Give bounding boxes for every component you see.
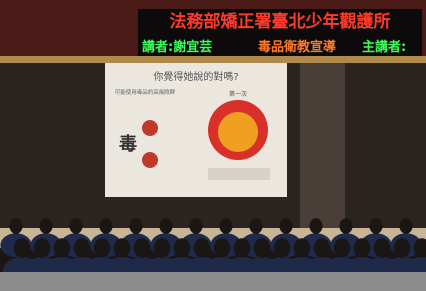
slide-right-heading: 第一次 bbox=[229, 90, 247, 98]
head bbox=[74, 238, 91, 258]
head bbox=[34, 238, 51, 258]
slide-core bbox=[218, 112, 258, 152]
head bbox=[399, 218, 412, 234]
head bbox=[274, 238, 291, 258]
slide-circle bbox=[142, 152, 158, 168]
head bbox=[334, 238, 351, 258]
head bbox=[159, 218, 172, 234]
head bbox=[194, 238, 211, 258]
sign-title: 法務部矯正署臺北少年觀護所 bbox=[170, 11, 391, 32]
head bbox=[154, 238, 171, 258]
head bbox=[94, 238, 111, 258]
head bbox=[14, 238, 31, 258]
head bbox=[279, 218, 292, 234]
head bbox=[54, 238, 71, 258]
head bbox=[189, 218, 202, 234]
slide-center-char: 毒 bbox=[119, 133, 137, 155]
slide-left-heading: 可能使用毒品的高風險群 bbox=[115, 88, 176, 96]
head bbox=[134, 238, 151, 258]
head bbox=[214, 238, 231, 258]
sign-host: 主講者: bbox=[362, 39, 406, 55]
slide-circle bbox=[142, 120, 158, 136]
head bbox=[99, 218, 112, 234]
valance bbox=[0, 56, 426, 63]
head bbox=[39, 218, 52, 234]
head bbox=[314, 238, 331, 258]
head bbox=[174, 238, 191, 258]
head bbox=[219, 218, 232, 234]
head bbox=[234, 238, 251, 258]
head bbox=[339, 218, 352, 234]
slide-title: 你覺得她說的對嗎? bbox=[153, 70, 238, 83]
head bbox=[9, 218, 22, 234]
head bbox=[374, 238, 391, 258]
head bbox=[69, 218, 82, 234]
head bbox=[249, 218, 262, 234]
page: 法務部矯正署臺北少年觀護所 講者:謝宜芸 毒品衛教宣導 主講者: 你覺得她說的對… bbox=[0, 0, 426, 291]
chair-row bbox=[0, 272, 426, 291]
slide-note bbox=[208, 168, 270, 180]
sign-topic: 毒品衛教宣導 bbox=[258, 39, 336, 55]
sign-speaker: 講者:謝宜芸 bbox=[142, 39, 212, 55]
head bbox=[114, 238, 131, 258]
head bbox=[254, 238, 271, 258]
photo: 法務部矯正署臺北少年觀護所 講者:謝宜芸 毒品衛教宣導 主講者: 你覺得她說的對… bbox=[0, 0, 426, 291]
head bbox=[129, 218, 142, 234]
head bbox=[309, 218, 322, 234]
head bbox=[354, 238, 371, 258]
head bbox=[394, 238, 411, 258]
pillar bbox=[300, 63, 345, 233]
head bbox=[369, 218, 382, 234]
head bbox=[294, 238, 311, 258]
